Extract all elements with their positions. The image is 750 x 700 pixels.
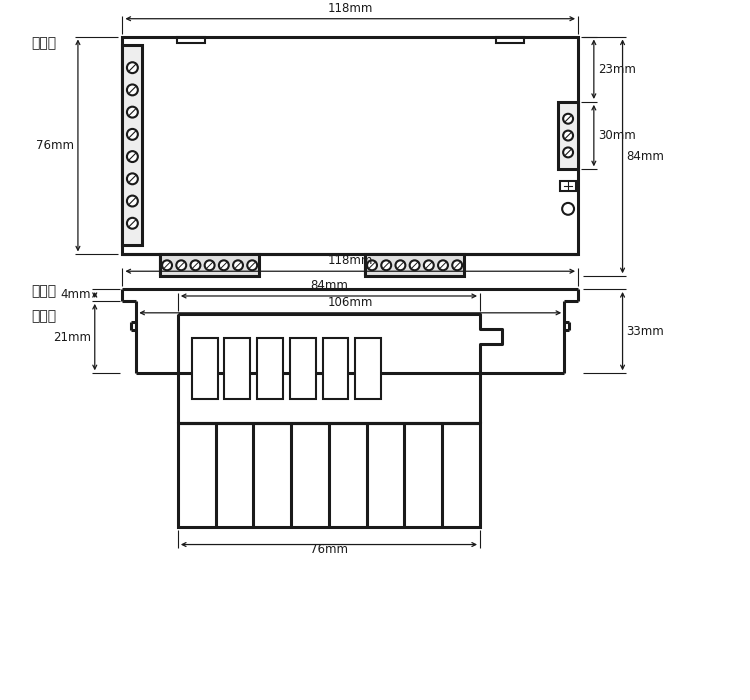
Circle shape [190,260,200,270]
Bar [496,36,524,43]
Text: 118mm: 118mm [328,2,373,15]
Bar [322,337,348,399]
Bar [257,337,283,399]
Text: 23mm: 23mm [598,63,636,76]
Bar [560,181,576,191]
Bar [356,337,381,399]
Text: 4mm: 4mm [60,288,91,302]
Bar [178,423,480,526]
Bar [122,46,142,246]
Circle shape [381,260,392,270]
Text: 84mm: 84mm [310,279,348,292]
Circle shape [127,218,138,229]
Circle shape [562,203,574,215]
Circle shape [233,260,243,270]
Circle shape [127,85,138,95]
Circle shape [367,260,377,270]
Circle shape [410,260,419,270]
Circle shape [424,260,433,270]
Circle shape [452,260,462,270]
Circle shape [563,131,573,141]
Circle shape [127,106,138,118]
Text: 俦视图: 俦视图 [32,36,56,50]
Bar [192,337,217,399]
Bar [290,337,316,399]
Circle shape [395,260,405,270]
Circle shape [563,114,573,124]
Text: 侧视图: 侧视图 [32,309,56,323]
Bar [177,36,205,43]
Circle shape [127,62,138,73]
Bar [558,102,578,169]
Circle shape [162,260,172,270]
Text: 84mm: 84mm [626,150,664,163]
Text: 背视图: 背视图 [32,284,56,298]
Circle shape [248,260,257,270]
Circle shape [563,148,573,158]
Bar [224,337,251,399]
Circle shape [127,151,138,162]
Text: 76mm: 76mm [310,543,348,556]
Circle shape [127,174,138,184]
Circle shape [219,260,229,270]
Text: 76mm: 76mm [36,139,74,152]
Text: 33mm: 33mm [626,325,664,337]
Bar [160,254,260,276]
Bar [122,36,578,254]
Text: 30mm: 30mm [598,129,635,142]
Circle shape [438,260,448,270]
Text: 21mm: 21mm [53,330,91,344]
Text: 106mm: 106mm [328,296,373,309]
Circle shape [176,260,186,270]
Circle shape [127,195,138,206]
Circle shape [127,129,138,140]
Circle shape [205,260,214,270]
Bar [365,254,464,276]
Text: 118mm: 118mm [328,254,373,267]
